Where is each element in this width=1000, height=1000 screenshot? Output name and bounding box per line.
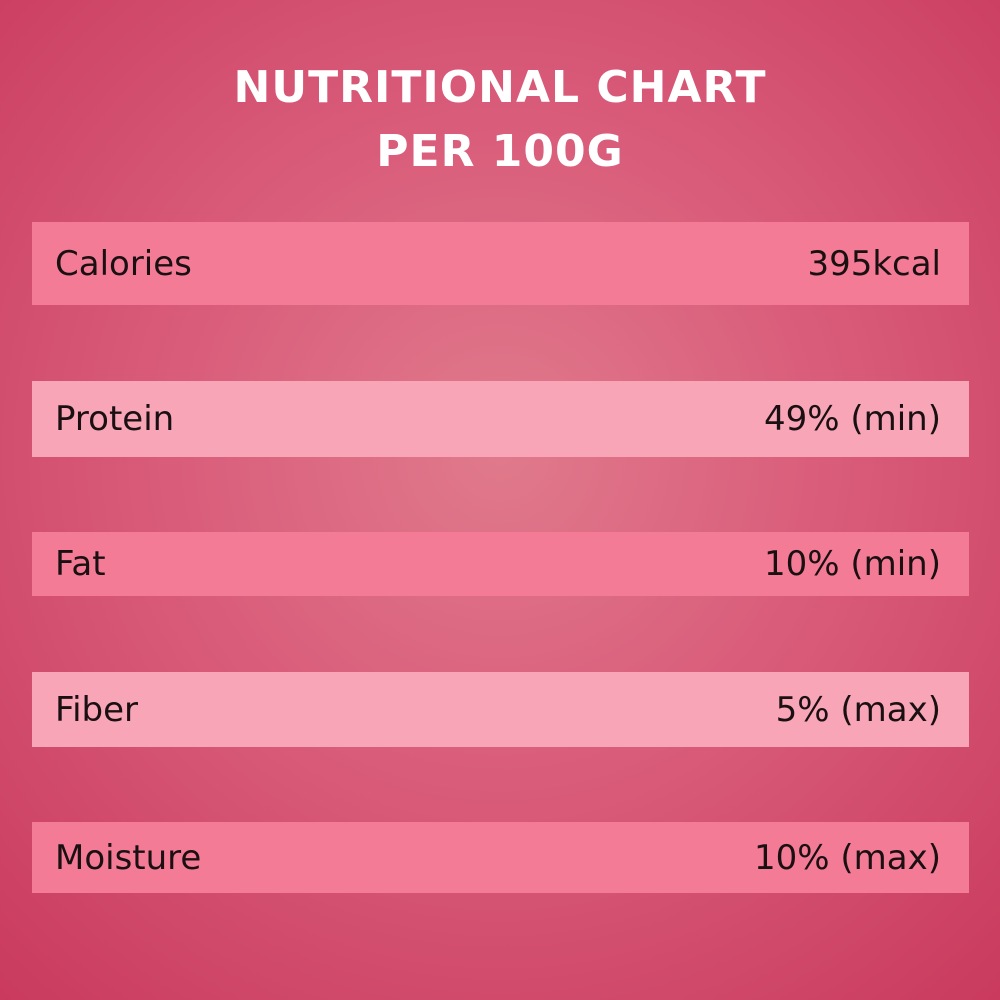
row-label: Protein (55, 399, 175, 439)
title-line: PER 100G (376, 126, 624, 177)
row-label: Calories (55, 243, 192, 284)
table-row: Calories 395kcal (32, 222, 969, 305)
table-row: Fat 10% (min) (32, 532, 969, 596)
row-label: Moisture (55, 837, 202, 878)
row-value: 49% (min) (763, 399, 941, 439)
row-value: 10% (max) (754, 837, 941, 878)
row-value: 5% (max) (775, 689, 941, 730)
title-line: NUTRITIONAL CHART (233, 62, 767, 113)
table-row: Protein 49% (min) (32, 381, 969, 457)
row-value: 10% (min) (763, 544, 941, 584)
row-label: Fat (55, 544, 106, 584)
table-row: Fiber 5% (max) (32, 672, 969, 747)
row-label: Fiber (55, 689, 139, 730)
table-row: Moisture 10% (max) (32, 822, 969, 893)
row-value: 395kcal (807, 243, 941, 284)
